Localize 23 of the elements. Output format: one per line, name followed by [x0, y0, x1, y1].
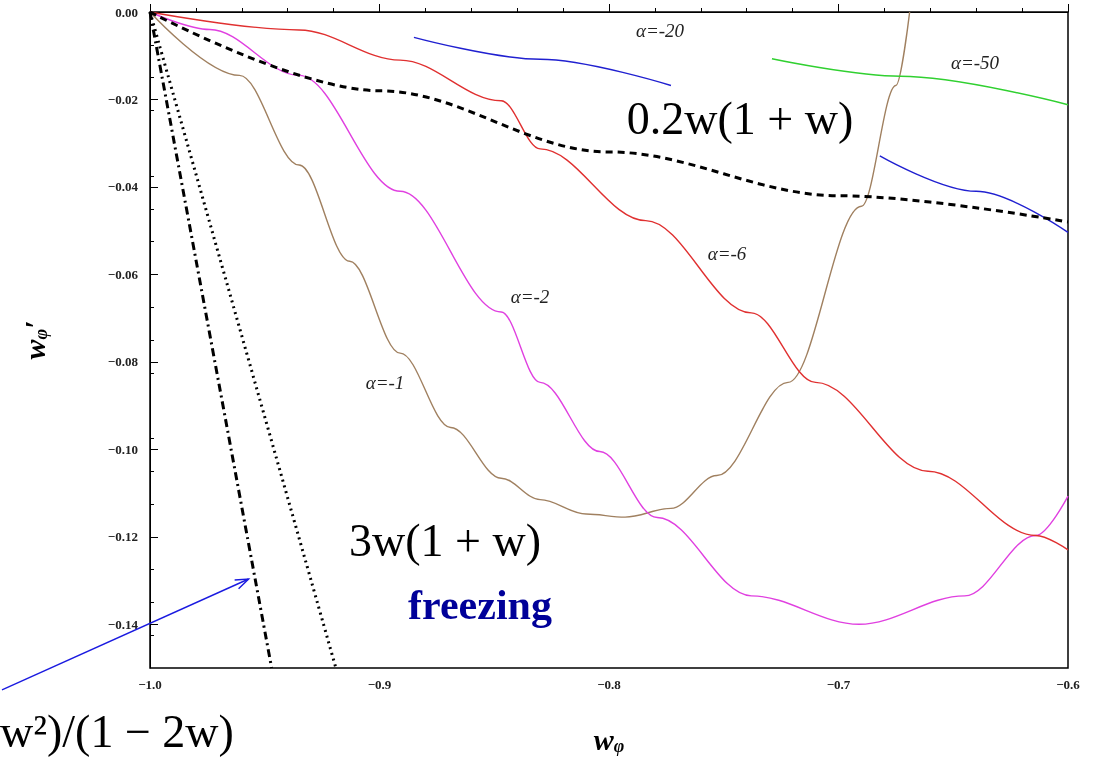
annotation: α=-1 [365, 371, 405, 393]
y-tick-label: 0.00 [115, 4, 138, 20]
y-tick-label: −0.08 [107, 354, 139, 370]
x-tick-label: −1.0 [138, 677, 162, 692]
y-tick-label: −0.12 [107, 529, 138, 545]
x-tick-label: −0.6 [1056, 677, 1081, 692]
x-tick-label: −0.9 [367, 677, 392, 692]
annotation: freezing [408, 582, 552, 628]
annotation: α=-20 [635, 19, 685, 41]
y-tick-label: −0.10 [107, 441, 138, 457]
annotation: α=-2 [510, 285, 550, 307]
y-tick-label: −0.04 [107, 179, 139, 195]
annotation: α=-50 [950, 51, 1000, 73]
x-tick-label: −0.8 [597, 677, 622, 692]
y-tick-label: −0.14 [107, 616, 139, 632]
y-tick-label: −0.06 [107, 266, 139, 282]
annotation: 3w(1 + w) [348, 514, 542, 566]
x-tick-label: −0.7 [826, 677, 851, 692]
y-axis-title: wφ′ [17, 320, 51, 360]
y-tick-label: −0.02 [107, 91, 138, 107]
text: w²)/(1 − 2w) [0, 705, 234, 757]
annotation: 0.2w(1 + w) [626, 92, 854, 144]
annotation: α=-6 [707, 242, 747, 264]
